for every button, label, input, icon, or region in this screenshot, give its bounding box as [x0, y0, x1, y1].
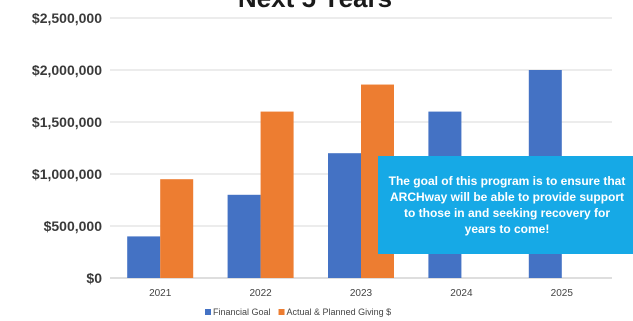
y-tick-label: $1,000,000 — [32, 166, 102, 182]
bars — [127, 70, 562, 278]
y-tick-label: $500,000 — [44, 218, 103, 234]
legend-swatch — [278, 309, 285, 315]
bar-actual-planned-giving-2021 — [160, 179, 194, 278]
x-axis-ticks: 2021 2022 2023 2024 2025 — [149, 288, 573, 299]
x-tick-label: 2025 — [551, 288, 574, 299]
x-tick-label: 2023 — [350, 288, 373, 299]
x-tick-label: 2024 — [450, 288, 473, 299]
y-tick-label: $0 — [86, 270, 102, 286]
y-tick-label: $2,500,000 — [32, 10, 102, 26]
bar-actual-planned-giving-2022 — [260, 111, 294, 278]
legend-label: Actual & Planned Giving $ — [287, 307, 392, 317]
x-tick-label: 2021 — [149, 288, 172, 299]
callout-box: The goal of this program is to ensure th… — [378, 156, 633, 254]
bar-financial-goal-2022 — [227, 194, 261, 278]
y-tick-label: $1,500,000 — [32, 114, 102, 130]
legend: Financial Goal Actual & Planned Giving $ — [205, 307, 391, 317]
y-axis-ticks: $0 $500,000 $1,000,000 $1,500,000 $2,000,000… — [32, 10, 102, 286]
legend-swatch — [205, 309, 211, 315]
bar-financial-goal-2021 — [127, 236, 161, 278]
x-tick-label: 2022 — [249, 288, 272, 299]
callout-text: The goal of this program is to ensure th… — [388, 174, 626, 236]
bar-financial-goal-2023 — [328, 153, 361, 278]
y-tick-label: $2,000,000 — [32, 62, 102, 78]
legend-label: Financial Goal — [213, 307, 271, 317]
chart-title: Next 5 Years — [238, 0, 392, 13]
